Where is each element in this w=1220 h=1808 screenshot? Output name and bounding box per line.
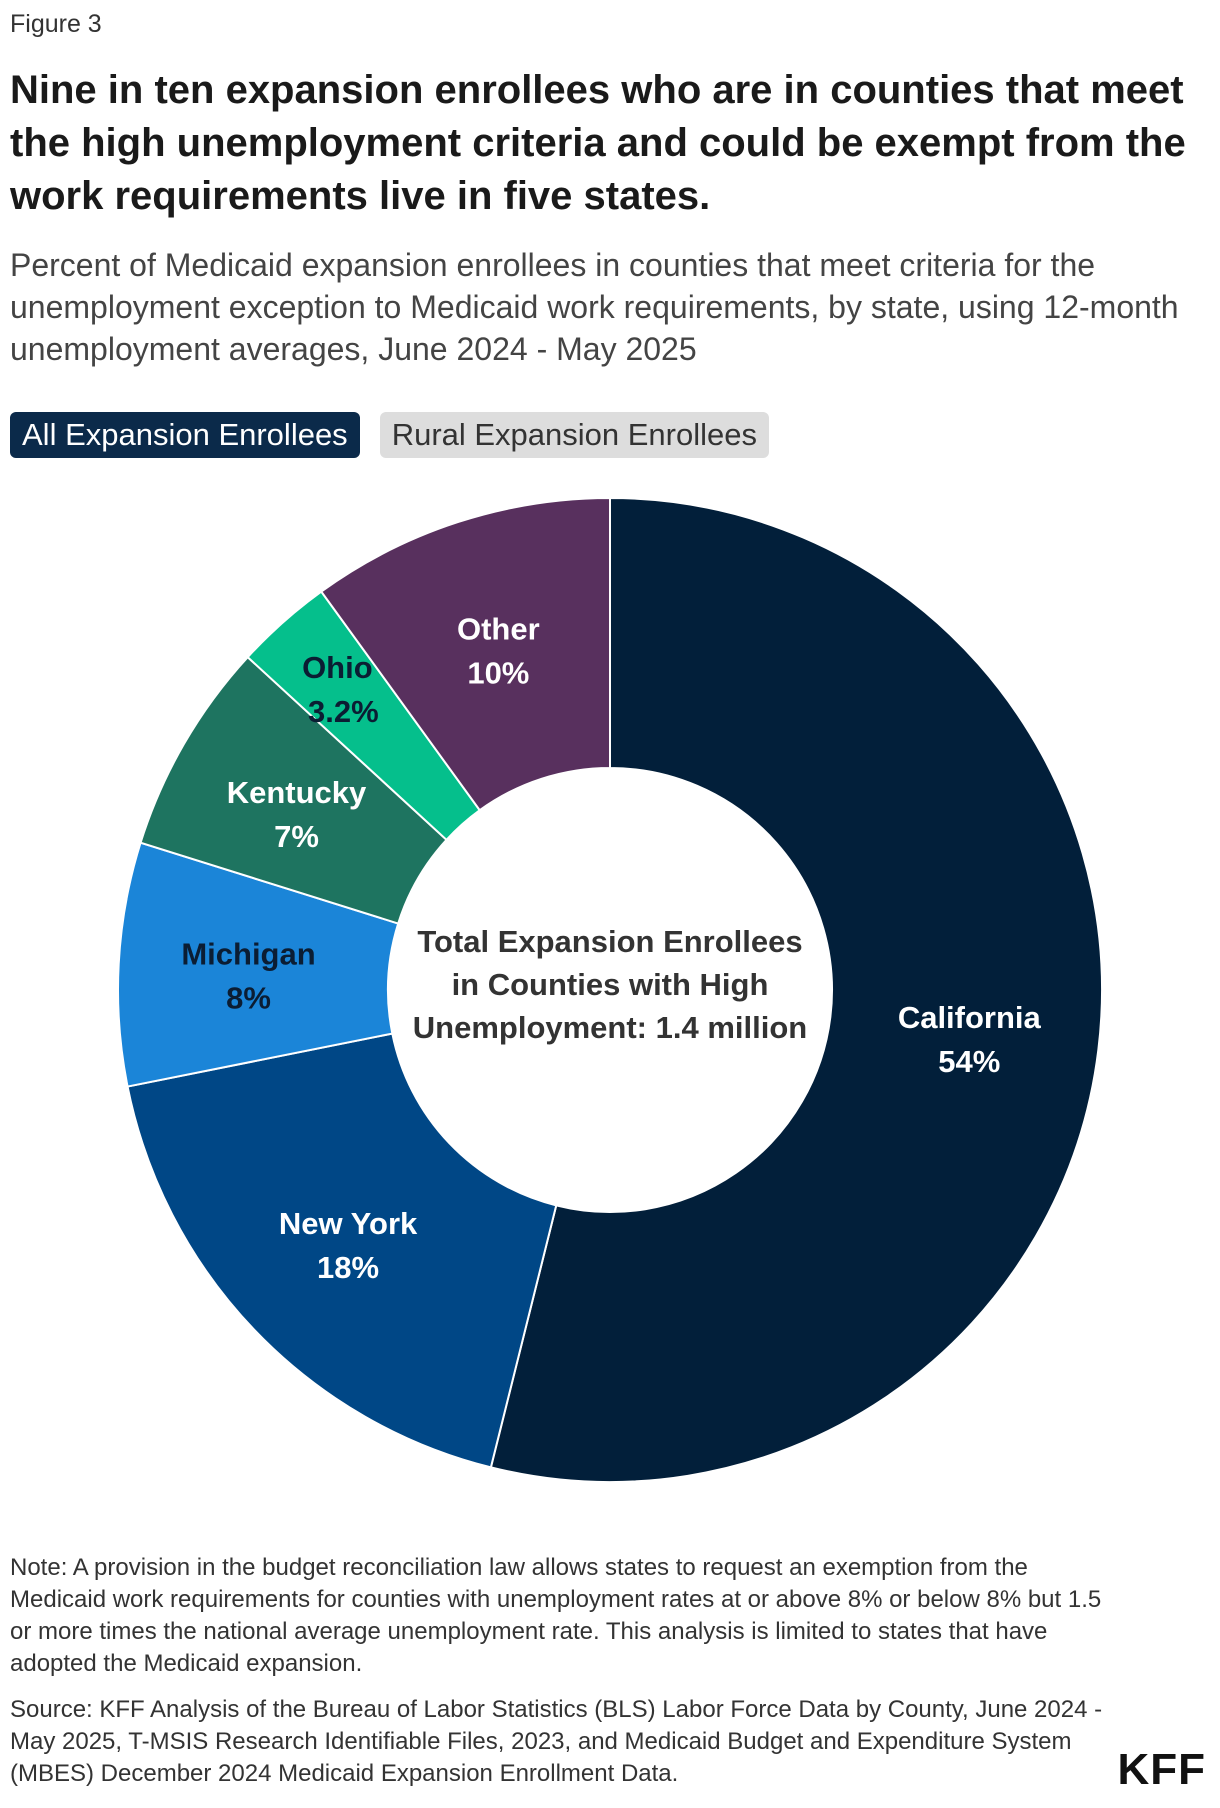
slice-value-michigan: 8%: [226, 981, 271, 1016]
donut-slices: [117, 496, 1103, 1483]
slice-labels: California 54% New York 18% Michigan 8% Kentuc…: [181, 612, 1041, 1285]
slice-california[interactable]: [489, 496, 1103, 1483]
slice-value-california: 54%: [938, 1044, 1000, 1079]
slice-label-california: California: [898, 1000, 1042, 1035]
donut-chart: California 54% New York 18% Michigan 8% Kentuc…: [117, 496, 1103, 1483]
tab-rural-expansion-enrollees[interactable]: Rural Expansion Enrollees: [379, 412, 769, 458]
chart-subtitle: Percent of Medicaid expansion enrollees …: [10, 247, 1179, 367]
slice-label-michigan: Michigan: [181, 937, 315, 972]
slice-value-ohio: 3.2%: [308, 694, 379, 729]
slice-value-other: 10%: [467, 656, 529, 691]
center-line-2: in Counties with High: [452, 967, 769, 1002]
slice-value-kentucky: 7%: [274, 819, 319, 854]
slice-new-york[interactable]: [126, 1032, 558, 1469]
slice-label-kentucky: Kentucky: [227, 775, 367, 810]
chart-note: Note: A provision in the budget reconcil…: [10, 1554, 1102, 1677]
slice-label-new-york: New York: [279, 1206, 418, 1241]
center-line-1: Total Expansion Enrollees: [417, 924, 802, 959]
slice-michigan[interactable]: [117, 841, 400, 1088]
chart-title: Nine in ten expansion enrollees who are …: [10, 68, 1186, 218]
figure-label: Figure 3: [10, 10, 102, 38]
slice-other[interactable]: [319, 496, 611, 812]
chart-source: Source: KFF Analysis of the Bureau of La…: [10, 1696, 1103, 1787]
slice-label-other: Other: [457, 612, 540, 647]
view-tabs: All Expansion Enrollees Rural Expansion …: [10, 412, 769, 458]
slice-value-new-york: 18%: [317, 1250, 379, 1285]
kff-logo: KFF: [1117, 1745, 1206, 1794]
center-line-3: Unemployment: 1.4 million: [413, 1010, 807, 1045]
slice-label-ohio: Ohio: [302, 650, 373, 685]
tab-all-expansion-enrollees[interactable]: All Expansion Enrollees: [10, 412, 360, 458]
